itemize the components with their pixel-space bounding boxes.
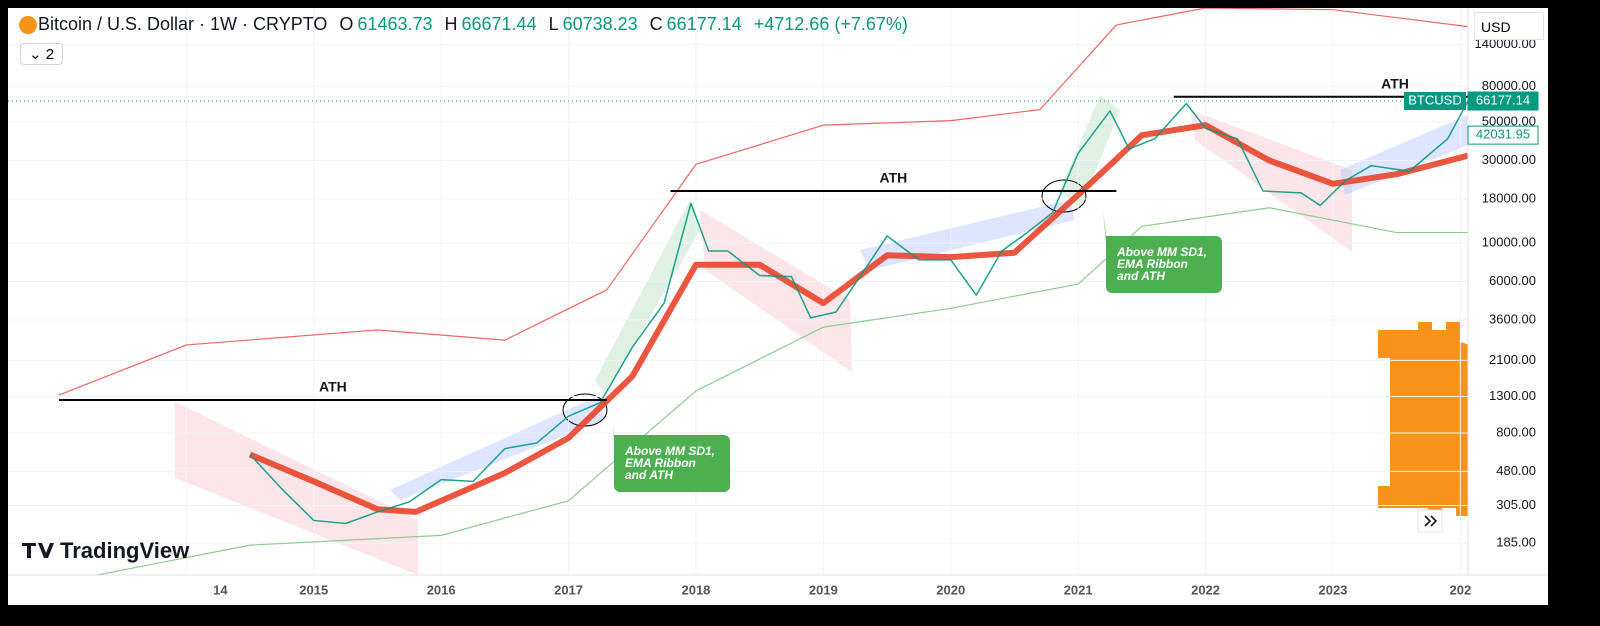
header: Bitcoin / U.S. Dollar · 1W · CRYPTO O 614… — [20, 14, 916, 35]
callout-text: and ATH — [1117, 269, 1165, 283]
ath-label: ATH — [880, 170, 908, 186]
y-tick-label: 1300.00 — [1489, 388, 1536, 403]
price-tag-value: 42031.95 — [1476, 127, 1530, 142]
currency-button[interactable]: USD — [1474, 12, 1544, 40]
x-tick-label: 2017 — [554, 582, 583, 597]
ath-label: ATH — [319, 379, 347, 395]
ohlc-label: O — [339, 14, 354, 34]
x-tick-label: 2016 — [427, 582, 456, 597]
bitcoin-logo — [1378, 322, 1468, 516]
channel — [390, 395, 605, 500]
y-tick-label: 6000.00 — [1489, 273, 1536, 288]
x-tick-label: 2019 — [809, 582, 838, 597]
y-tick-label: 480.00 — [1496, 463, 1536, 478]
price-tag-value: 66177.14 — [1476, 92, 1530, 107]
callout-text: Above MM SD1, — [1116, 245, 1207, 259]
ohlc-value: 66671.44 — [461, 14, 537, 34]
channel — [860, 200, 1075, 270]
change: +4712.66 (+7.67%) — [753, 14, 908, 34]
channel — [595, 200, 700, 395]
scroll-icon — [1424, 515, 1438, 527]
y-tick-label: 50000.00 — [1482, 114, 1536, 129]
x-tick-label: 2023 — [1318, 582, 1347, 597]
ohlc-label: L — [548, 14, 559, 34]
callout-text: and ATH — [625, 468, 673, 482]
y-tick-label: 3600.00 — [1489, 311, 1536, 326]
y-tick-label: 10000.00 — [1482, 235, 1536, 250]
channel — [1340, 115, 1468, 195]
highlight-circle — [1041, 179, 1087, 213]
ohlc-value: 60738.23 — [562, 14, 638, 34]
channel — [700, 210, 852, 372]
ohlc-value: 61463.73 — [357, 14, 433, 34]
price-tag — [1467, 125, 1539, 145]
x-tick-label: 2021 — [1064, 582, 1093, 597]
y-tick-label: 185.00 — [1496, 535, 1536, 550]
x-tick-label: 202 — [1450, 582, 1472, 597]
callout-box — [613, 426, 730, 492]
x-tick-label: 14 — [213, 582, 228, 597]
symbol-icon — [19, 16, 37, 34]
watermark: TradingView — [60, 538, 190, 563]
callout-text: EMA Ribbon — [1117, 257, 1188, 271]
ath-label: ATH — [1381, 75, 1409, 91]
price-tag — [1467, 91, 1539, 111]
ohlc-label: H — [444, 14, 458, 34]
y-tick-label: 800.00 — [1496, 424, 1536, 439]
channel — [175, 402, 418, 575]
price-line — [248, 122, 1468, 515]
price-line — [58, 8, 1468, 396]
x-tick-label: 2020 — [936, 582, 965, 597]
callout-box — [1103, 211, 1222, 293]
price-line — [249, 100, 1468, 525]
channel — [1060, 95, 1120, 210]
price-line — [97, 207, 1468, 575]
x-tick-label: 2022 — [1191, 582, 1220, 597]
y-tick-label: 2100.00 — [1489, 352, 1536, 367]
x-tick-label: 2018 — [681, 582, 710, 597]
indicator-count: 2 — [45, 46, 55, 63]
y-tick-label: 30000.00 — [1482, 152, 1536, 167]
shading — [175, 95, 1468, 575]
symbol: Bitcoin / U.S. Dollar · 1W · CRYPTO — [38, 14, 328, 34]
price-tag-name-bg — [1404, 92, 1466, 111]
plot — [8, 8, 1468, 575]
indicator-toggle[interactable]: ⌄ 2 — [20, 43, 64, 65]
tv-logo — [22, 543, 54, 558]
price-tag-name: BTCUSD — [1408, 92, 1461, 107]
callout-text: EMA Ribbon — [625, 456, 696, 470]
y-tick-label: 80000.00 — [1482, 78, 1536, 93]
callout-text: Above MM SD1, — [624, 444, 715, 458]
y-tick-label: 18000.00 — [1482, 190, 1536, 205]
y-tick-label: 305.00 — [1496, 497, 1536, 512]
ohlc-label: C — [649, 14, 663, 34]
x-tick-label: 2015 — [299, 582, 328, 597]
ohlc-value: 66177.14 — [666, 14, 742, 34]
